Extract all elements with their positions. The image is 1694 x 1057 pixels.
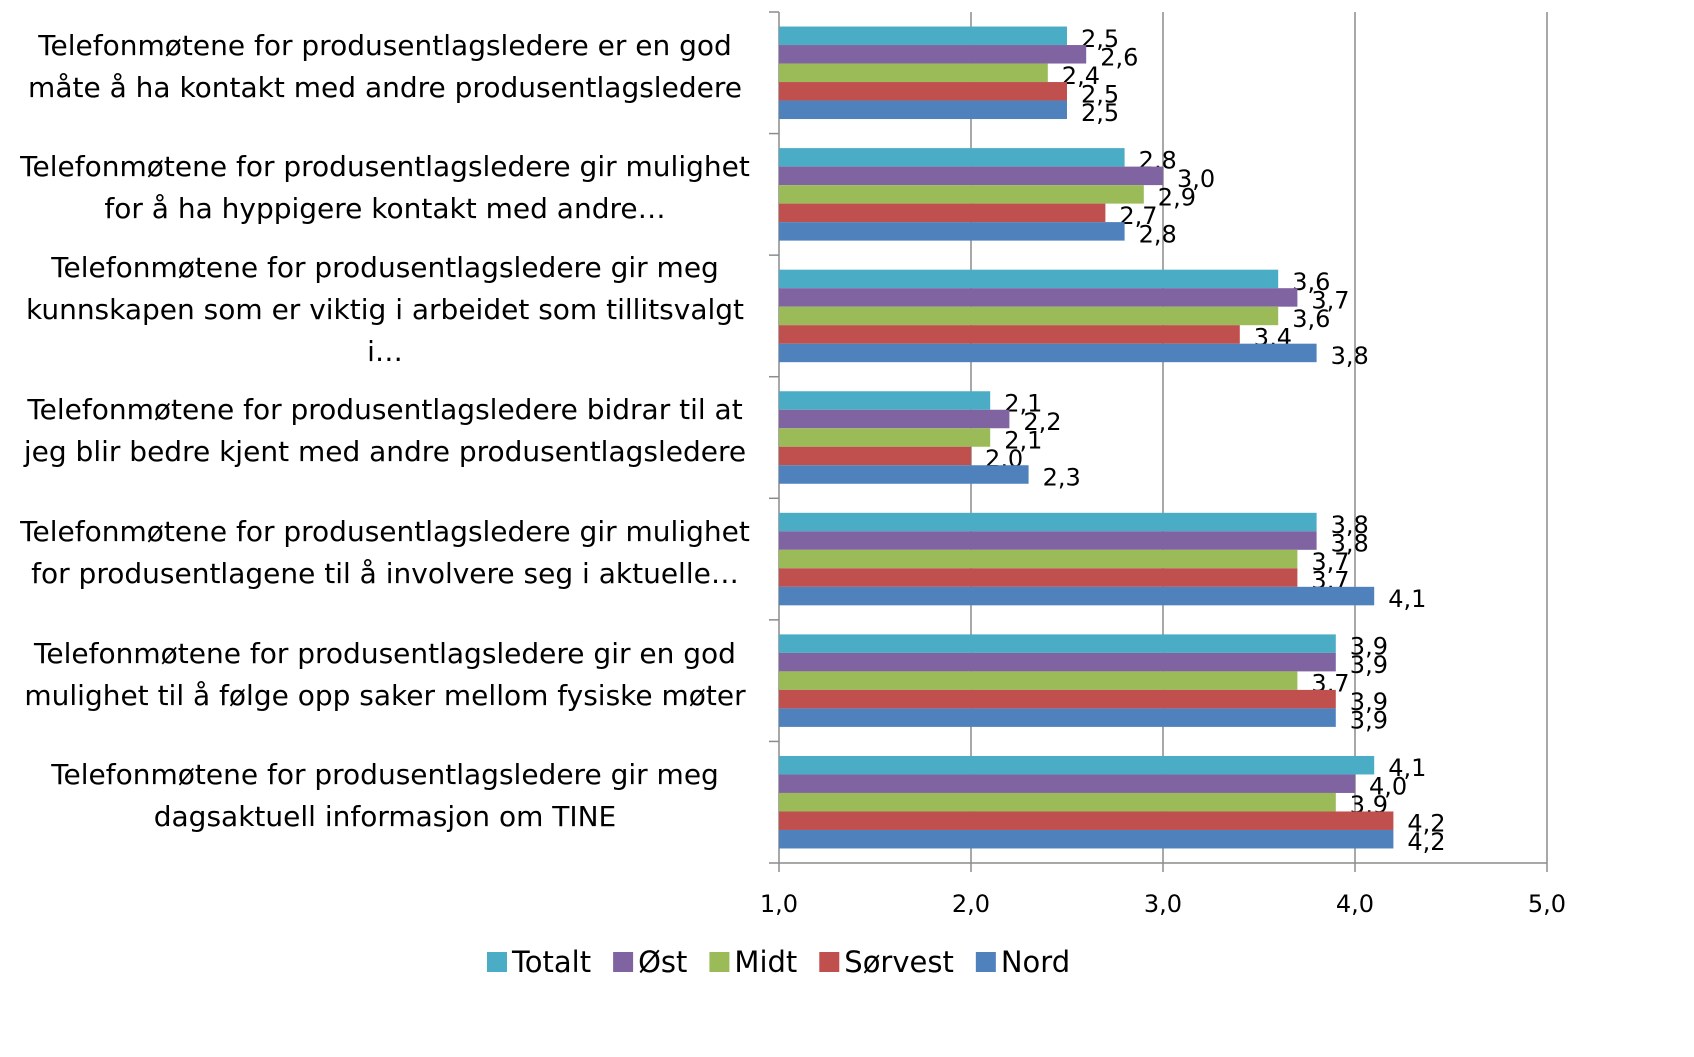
legend-swatch: [613, 952, 634, 972]
data-label: 3,7: [1311, 286, 1349, 314]
data-label: 2,4: [1062, 62, 1100, 90]
legend-label: Nord: [1001, 945, 1070, 979]
bar: [779, 391, 991, 410]
data-label: 3,8: [1331, 530, 1369, 558]
data-label: 4,1: [1388, 585, 1426, 613]
bar: [779, 409, 1010, 429]
data-label: 2,1: [1004, 427, 1042, 455]
legend-swatch: [975, 952, 996, 972]
bar: [779, 586, 1375, 606]
data-label: 4,2: [1407, 828, 1445, 856]
data-label: 3,6: [1292, 268, 1330, 296]
x-tick-label: 3,0: [1144, 890, 1182, 918]
bar: [779, 325, 1240, 344]
data-label: 2,6: [1100, 43, 1138, 71]
data-label: 3,6: [1292, 305, 1330, 333]
x-tick-label: 2,0: [952, 890, 990, 918]
x-tick-label: 4,0: [1336, 890, 1374, 918]
category-label: Telefonmøtene for produsentlagsledere gi…: [20, 150, 750, 226]
bar: [779, 689, 1336, 709]
bar: [779, 652, 1336, 672]
bar: [779, 166, 1163, 186]
data-label: 3,0: [1177, 165, 1215, 193]
data-label: 2,5: [1081, 25, 1119, 53]
data-label: 4,1: [1388, 754, 1426, 782]
category-label: Telefonmøtene for produsentlagsledere gi…: [51, 758, 719, 834]
bar: [779, 811, 1394, 830]
bar: [779, 203, 1106, 223]
bar: [779, 446, 971, 466]
bar: [779, 222, 1125, 241]
bar: [779, 465, 1029, 484]
data-label: 3,8: [1331, 342, 1369, 370]
bar: [779, 45, 1087, 64]
data-label: 2,5: [1081, 99, 1119, 127]
legend-swatch: [819, 952, 840, 972]
legend-label: Sørvest: [844, 945, 954, 979]
legend-swatch: [709, 952, 730, 972]
data-label: 3,9: [1350, 633, 1388, 661]
bar: [779, 829, 1394, 849]
bar: [779, 512, 1317, 532]
data-label: 4,2: [1407, 810, 1445, 838]
bar: [779, 100, 1067, 120]
data-label: 3,9: [1350, 651, 1388, 679]
data-label: 2,5: [1081, 80, 1119, 108]
data-label: 3,7: [1311, 548, 1349, 576]
legend-label: Totalt: [511, 945, 591, 979]
bar: [779, 755, 1375, 775]
bar: [779, 82, 1067, 101]
data-label: 2,7: [1119, 202, 1157, 230]
bar: [779, 343, 1317, 363]
data-label: 2,8: [1139, 220, 1177, 248]
x-tick-label: 5,0: [1528, 890, 1566, 918]
legend-swatch: [487, 952, 507, 972]
bar: [779, 269, 1279, 289]
legend-label: Midt: [734, 945, 797, 979]
bar: [779, 288, 1298, 307]
data-label: 2,2: [1023, 408, 1061, 436]
category-label: Telefonmøtene for produsentlagsledere gi…: [20, 515, 750, 591]
category-label: Telefonmøtene for produsentlagsledere gi…: [24, 636, 746, 712]
data-label: 2,9: [1158, 183, 1196, 211]
bar: [779, 26, 1067, 46]
data-label: 3,9: [1350, 707, 1388, 735]
category-label: Telefonmøtene for produsentlagsledere gi…: [25, 250, 745, 368]
data-label: 2,3: [1043, 464, 1081, 492]
bar: [779, 63, 1048, 83]
data-label: 3,9: [1350, 688, 1388, 716]
data-label: 3,8: [1331, 511, 1369, 539]
x-tick-label: 1,0: [760, 890, 798, 918]
bar: [779, 568, 1298, 587]
legend-label: Øst: [638, 945, 687, 979]
bar: [779, 549, 1298, 569]
bar: [779, 671, 1298, 690]
category-label: Telefonmøtene for produsentlagsledere bi…: [23, 393, 747, 469]
data-label: 4,0: [1369, 773, 1407, 801]
bar: [779, 306, 1279, 326]
bar: [779, 708, 1336, 727]
bar: [779, 774, 1355, 793]
category-label: Telefonmøtene for produsentlagsledere er…: [28, 28, 742, 104]
bar: [779, 428, 991, 447]
bar: [779, 148, 1125, 167]
bar: [779, 185, 1144, 204]
bar: [779, 531, 1317, 550]
data-label: 2,1: [1004, 390, 1042, 418]
bar: [779, 634, 1336, 653]
bar: [779, 792, 1336, 812]
